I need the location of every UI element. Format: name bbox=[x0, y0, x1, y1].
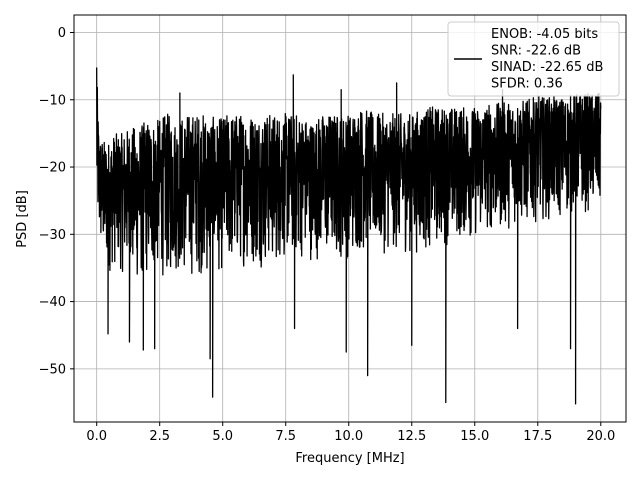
y-axis-ticks: 0 −10 −20 −30 −40 −50 bbox=[39, 26, 74, 377]
series-group bbox=[96, 67, 602, 405]
legend-entry-line: SINAD: -22.65 dB bbox=[491, 60, 603, 75]
plot-area-frame bbox=[73, 14, 627, 423]
legend-entry-line: SFDR: 0.36 bbox=[491, 77, 563, 92]
y-tick-label: −50 bbox=[39, 362, 66, 377]
x-tick-label: 0.0 bbox=[86, 429, 107, 444]
x-tick-label: 2.5 bbox=[149, 429, 170, 444]
y-tick-label: −20 bbox=[39, 161, 66, 176]
legend-entry-line: SNR: -22.6 dB bbox=[491, 44, 581, 59]
y-axis-label: PSD [dB] bbox=[15, 190, 30, 248]
x-tick-label: 7.5 bbox=[275, 429, 296, 444]
x-tick-label: 12.5 bbox=[397, 429, 426, 444]
x-axis-label: Frequency [MHz] bbox=[295, 451, 404, 466]
x-tick-label: 20.0 bbox=[586, 429, 615, 444]
legend-entry: ENOB: -4.05 bits SNR: -22.6 dB SINAD: -22.… bbox=[491, 27, 603, 92]
x-axis-ticks: 0.0 2.5 5.0 7.5 10.0 12.5 15.0 17.5 20.0 bbox=[86, 422, 615, 444]
y-tick-label: −10 bbox=[39, 93, 66, 108]
y-tick-label: −40 bbox=[39, 295, 66, 310]
y-tick-label: 0 bbox=[58, 26, 66, 41]
x-tick-label: 15.0 bbox=[460, 429, 489, 444]
x-tick-label: 10.0 bbox=[334, 429, 363, 444]
x-tick-label: 5.0 bbox=[212, 429, 233, 444]
legend-box bbox=[447, 21, 620, 97]
y-tick-label: −30 bbox=[39, 228, 66, 243]
x-tick-label: 17.5 bbox=[523, 429, 552, 444]
legend: ENOB: -4.05 bits SNR: -22.6 dB SINAD: -22.… bbox=[447, 21, 620, 97]
legend-entry-line: ENOB: -4.05 bits bbox=[491, 27, 598, 42]
psd-series-line bbox=[96, 67, 602, 405]
